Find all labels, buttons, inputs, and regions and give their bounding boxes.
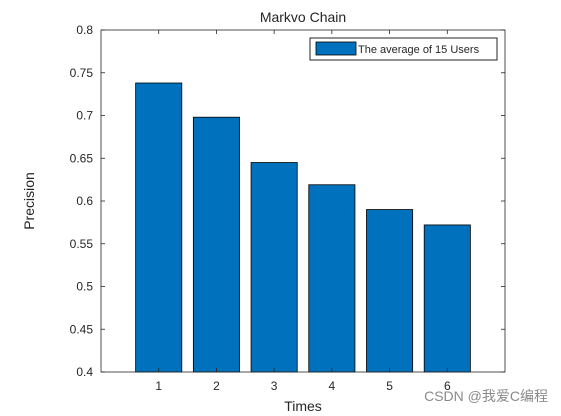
legend-box [309, 37, 498, 61]
y-tick-label: 0.4 [76, 365, 93, 379]
y-tick-label: 0.6 [76, 194, 93, 208]
bar-6 [423, 224, 471, 373]
bar-3 [250, 162, 298, 373]
x-tick-label: 5 [386, 379, 393, 393]
y-tick-label: 0.45 [70, 322, 94, 336]
x-tick-label: 1 [155, 379, 162, 393]
x-tick-label: 4 [329, 379, 336, 393]
bars-group [135, 82, 471, 373]
bar-2 [192, 116, 240, 373]
bar-4 [308, 184, 356, 373]
legend-swatch [315, 41, 357, 56]
y-tick-label: 0.65 [70, 151, 94, 165]
y-tick-label: 0.5 [76, 280, 93, 294]
x-tick-label: 6 [444, 379, 451, 393]
chart-title: Markvo Chain [260, 9, 346, 25]
x-ticks-group: 1 2 3 4 5 6 [155, 30, 451, 393]
y-tick-label: 0.7 [76, 109, 93, 123]
x-axis-label: Times [284, 398, 322, 414]
y-tick-label: 0.8 [76, 23, 93, 37]
x-tick-label: 2 [213, 379, 220, 393]
bar-1 [135, 82, 183, 373]
y-axis-label: Precision [21, 172, 37, 230]
y-tick-label: 0.55 [70, 237, 94, 251]
x-tick-label: 3 [271, 379, 278, 393]
legend: The average of 15 Users [309, 37, 498, 61]
legend-entry-label: The average of 15 Users [358, 44, 480, 56]
y-tick-label: 0.75 [70, 66, 94, 80]
watermark-text: CSDN @我爱C编程 [424, 388, 548, 404]
bar-5 [366, 209, 414, 373]
y-ticks-group: 0.4 0.45 0.5 0.55 0.6 0.65 0.7 0.75 0.8 [70, 23, 505, 379]
